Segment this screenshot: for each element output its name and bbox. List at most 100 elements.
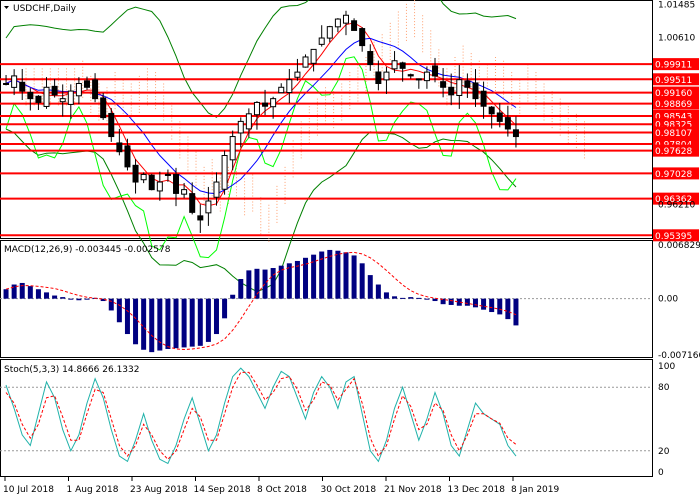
level-tag: 0.98869 [653, 97, 699, 110]
candle [100, 92, 107, 120]
macd-bar [400, 297, 406, 299]
candle [229, 130, 236, 171]
candle [318, 25, 325, 47]
macd-bar [335, 250, 341, 299]
candle [310, 48, 317, 72]
macd-bar [157, 298, 163, 351]
candle [399, 61, 406, 82]
level-value: 0.98543 [655, 112, 692, 122]
candle [132, 159, 139, 194]
level-value: 0.99511 [655, 76, 692, 86]
price-tick-label: 1.00610 [658, 34, 695, 44]
candle [375, 60, 382, 91]
symbol-dropdown-icon[interactable] [4, 6, 9, 9]
macd-plot [0, 249, 652, 353]
macd-bar [173, 298, 179, 349]
level-tag-bg [653, 144, 699, 157]
candle-body [51, 85, 58, 96]
level-tag-bg [653, 192, 699, 205]
macd-bar [84, 298, 90, 300]
price-plot [0, 0, 652, 293]
date-label: 8 Jan 2019 [511, 485, 559, 495]
macd-bar [424, 298, 430, 300]
candle-body [59, 98, 66, 103]
macd-bar [116, 298, 122, 323]
date-label: 1 Aug 2018 [67, 485, 119, 495]
date-label: 21 Nov 2018 [384, 485, 442, 495]
candle-body [302, 56, 309, 68]
candle [173, 167, 180, 207]
macd-bar [189, 298, 195, 347]
level-value: 0.99160 [655, 89, 692, 99]
moving-average-red [5, 22, 517, 207]
candle [351, 18, 358, 31]
candle-body [270, 98, 277, 108]
level-tag: 0.99511 [653, 73, 699, 86]
macd-bar [124, 298, 130, 335]
candle-body [383, 71, 390, 81]
candle-body [253, 101, 260, 116]
candle [270, 96, 277, 119]
macd-bar [294, 260, 300, 299]
macd-bar [68, 298, 74, 300]
macd-bar [149, 298, 155, 353]
macd-bar [286, 263, 292, 299]
macd-bar [230, 294, 236, 299]
level-tag: 0.99911 [653, 58, 699, 71]
macd-tick-label: -0.007166 [658, 351, 700, 361]
candle-body [108, 112, 115, 138]
candle [221, 150, 228, 195]
candle [197, 204, 204, 233]
macd-tick-label: 0.00 [658, 295, 678, 305]
candle [407, 73, 414, 79]
candle-body [359, 28, 366, 47]
macd-bar [165, 298, 171, 349]
candle [35, 95, 42, 111]
candle-body [464, 80, 471, 88]
candle [512, 116, 519, 148]
candle-body [456, 79, 463, 96]
candle-body [132, 164, 139, 183]
candle-body [432, 65, 439, 77]
candle-body [35, 95, 42, 103]
macd-bar [76, 298, 82, 301]
macd-bar [270, 268, 276, 299]
candle [189, 182, 196, 215]
macd-bar [278, 265, 284, 299]
level-tag-bg [653, 126, 699, 139]
level-tag: 0.96362 [653, 192, 699, 205]
macd-bar [416, 297, 422, 299]
macd-bar [448, 298, 454, 305]
stoch-tick-label: 100 [658, 362, 675, 372]
macd-bar [254, 268, 260, 299]
candle [342, 10, 349, 36]
candle [472, 69, 479, 107]
macd-bar [205, 298, 211, 342]
macd-bar [44, 292, 50, 299]
level-value: 0.98107 [655, 129, 692, 139]
level-tag: 0.97028 [653, 167, 699, 180]
candle-body [488, 106, 495, 115]
candle [440, 68, 447, 98]
stoch-plot [0, 367, 652, 465]
candle-body [189, 193, 196, 213]
candle [383, 66, 390, 94]
candle [278, 83, 285, 94]
macd-panel-frame [0, 240, 653, 358]
macd-bar [108, 298, 114, 311]
macd-bar [246, 270, 252, 299]
level-tag: 0.95395 [653, 229, 699, 242]
candle-body [342, 14, 349, 24]
level-value: 0.98325 [655, 121, 692, 131]
macd-bar [303, 257, 309, 299]
stoch-tick-label: 80 [658, 383, 670, 393]
candle [156, 171, 163, 201]
main-panel-frame [0, 0, 653, 239]
candle [496, 103, 503, 128]
candle [245, 108, 252, 138]
candle-body [326, 26, 333, 39]
candle-body [334, 18, 341, 28]
stoch-tick-label: 20 [658, 447, 670, 457]
candle-body [221, 155, 228, 190]
